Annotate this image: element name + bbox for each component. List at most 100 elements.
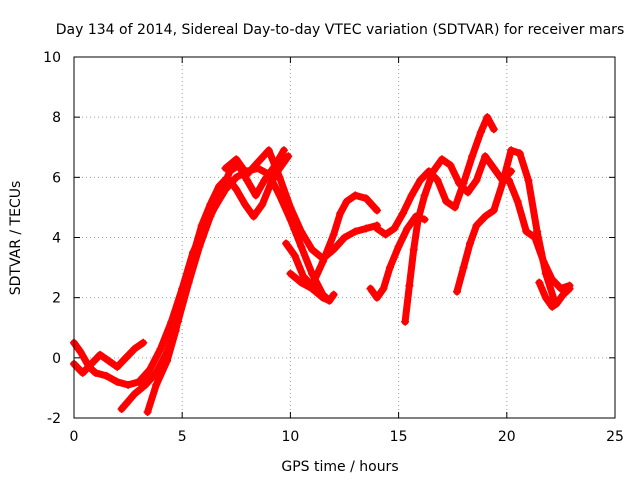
data-point [535,278,544,287]
series-sat-f [282,191,381,290]
data-point [539,257,548,266]
data-point [548,302,557,311]
data-point [362,224,371,233]
data-point [476,128,485,137]
data-point [513,197,522,206]
data-point [258,200,267,209]
x-tick-label: 5 [178,429,187,445]
data-point [145,365,154,374]
y-tick-label: -2 [47,411,61,427]
data-point [240,200,249,209]
data-point [455,179,464,188]
data-point [463,188,472,197]
data-point [143,407,152,416]
data-point [401,317,410,326]
data-point [197,221,206,230]
data-point [124,380,133,389]
data-point [318,293,327,302]
data-point [507,146,516,155]
data-point [152,380,161,389]
data-point [243,170,252,179]
data-point [297,242,306,251]
data-point [366,284,375,293]
data-series [70,113,574,416]
data-point [429,167,438,176]
data-point [180,287,189,296]
series-trace [535,279,574,311]
data-point [515,149,524,158]
data-point [95,350,104,359]
data-point [329,230,338,239]
data-point [414,215,423,224]
data-point [223,173,232,182]
data-point [232,185,241,194]
y-tick-label: 0 [52,351,61,367]
data-point [394,242,403,251]
data-point [102,371,111,380]
data-point [450,203,459,212]
data-point [297,227,306,236]
data-point [489,164,498,173]
data-point [433,176,442,185]
data-point [253,158,262,167]
data-point [489,125,498,134]
data-point [390,224,399,233]
series-sat-m [535,278,574,311]
series-sat-h [366,212,429,302]
data-point [442,197,451,206]
data-point [522,227,531,236]
x-tick-label: 25 [606,429,624,445]
series-trace [367,212,429,302]
data-point [318,257,327,266]
data-point [565,284,574,293]
data-point [524,176,533,185]
data-point [483,113,492,122]
chart-title: Day 134 of 2014, Sidereal Day-to-day VTE… [56,22,624,38]
data-point [556,284,565,293]
y-tick-label: 6 [52,170,61,186]
data-point [163,356,172,365]
data-point [385,263,394,272]
y-tick-label: 10 [43,50,61,66]
data-point [139,338,148,347]
data-point [468,152,477,161]
data-point [286,269,295,278]
x-tick-label: 20 [498,429,516,445]
data-point [266,179,275,188]
data-point [249,212,258,221]
data-point [472,176,481,185]
data-point [78,368,87,377]
data-point [340,233,349,242]
data-point [481,212,490,221]
data-point [279,146,288,155]
y-tick-label: 4 [52,231,61,247]
data-point [416,176,425,185]
data-point [548,275,557,284]
data-point [552,299,561,308]
data-point [559,290,568,299]
data-point [130,389,139,398]
data-point [530,233,539,242]
data-point [297,278,306,287]
y-tick-label: 2 [52,291,61,307]
data-point [121,353,130,362]
data-point [286,203,295,212]
x-tick-label: 10 [281,429,299,445]
data-point [372,206,381,215]
data-point [308,284,317,293]
data-point [251,191,260,200]
data-point [446,161,455,170]
series-sat-e [221,146,381,263]
data-point [453,287,462,296]
data-point [171,326,180,335]
y-axis-label: SDTVAR / TECUs [8,181,24,296]
data-point [87,359,96,368]
data-point [498,179,507,188]
data-point [398,209,407,218]
data-point [117,404,126,413]
data-point [76,347,85,356]
y-tick-label: 8 [52,110,61,126]
data-point [232,173,241,182]
